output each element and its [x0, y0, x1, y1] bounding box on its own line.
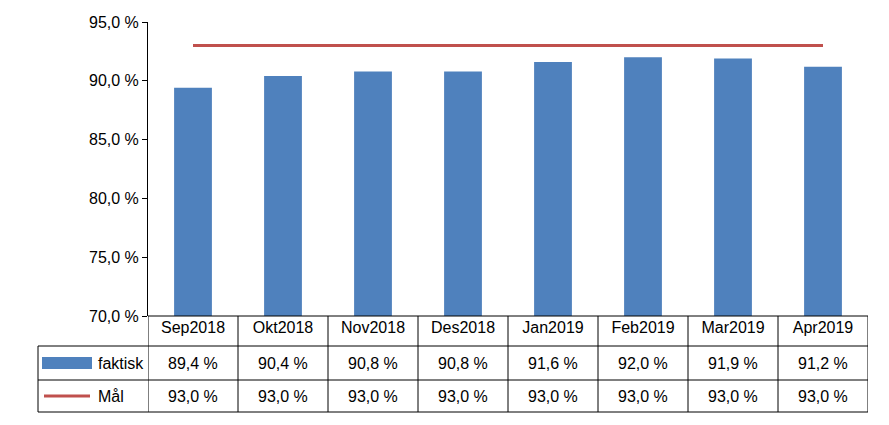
svg-text:Mar2019: Mar2019 — [701, 319, 764, 336]
svg-text:Nov2018: Nov2018 — [341, 319, 405, 336]
svg-text:Sep2018: Sep2018 — [161, 319, 225, 336]
svg-text:91,6 %: 91,6 % — [528, 355, 578, 372]
svg-text:70,0 %: 70,0 % — [89, 308, 139, 325]
svg-text:faktisk: faktisk — [98, 355, 144, 372]
svg-text:91,2 %: 91,2 % — [798, 355, 848, 372]
svg-text:Des2018: Des2018 — [431, 319, 495, 336]
svg-text:Okt2018: Okt2018 — [253, 319, 314, 336]
svg-text:Apr2019: Apr2019 — [793, 319, 854, 336]
svg-text:89,4 %: 89,4 % — [168, 355, 218, 372]
svg-text:91,9 %: 91,9 % — [708, 355, 758, 372]
svg-text:Jan2019: Jan2019 — [522, 319, 583, 336]
svg-text:93,0 %: 93,0 % — [168, 388, 218, 405]
svg-text:75,0 %: 75,0 % — [89, 249, 139, 266]
svg-text:93,0 %: 93,0 % — [528, 388, 578, 405]
svg-text:85,0 %: 85,0 % — [89, 131, 139, 148]
svg-text:93,0 %: 93,0 % — [798, 388, 848, 405]
svg-text:90,8 %: 90,8 % — [438, 355, 488, 372]
svg-text:Feb2019: Feb2019 — [611, 319, 674, 336]
svg-text:90,0 %: 90,0 % — [89, 72, 139, 89]
svg-text:92,0 %: 92,0 % — [618, 355, 668, 372]
svg-text:90,8 %: 90,8 % — [348, 355, 398, 372]
svg-text:93,0 %: 93,0 % — [348, 388, 398, 405]
svg-text:80,0 %: 80,0 % — [89, 190, 139, 207]
svg-text:Mål: Mål — [98, 388, 124, 405]
svg-text:93,0 %: 93,0 % — [258, 388, 308, 405]
svg-text:93,0 %: 93,0 % — [438, 388, 488, 405]
svg-text:93,0 %: 93,0 % — [618, 388, 668, 405]
svg-text:93,0 %: 93,0 % — [708, 388, 758, 405]
svg-text:95,0 %: 95,0 % — [89, 14, 139, 31]
svg-text:90,4 %: 90,4 % — [258, 355, 308, 372]
